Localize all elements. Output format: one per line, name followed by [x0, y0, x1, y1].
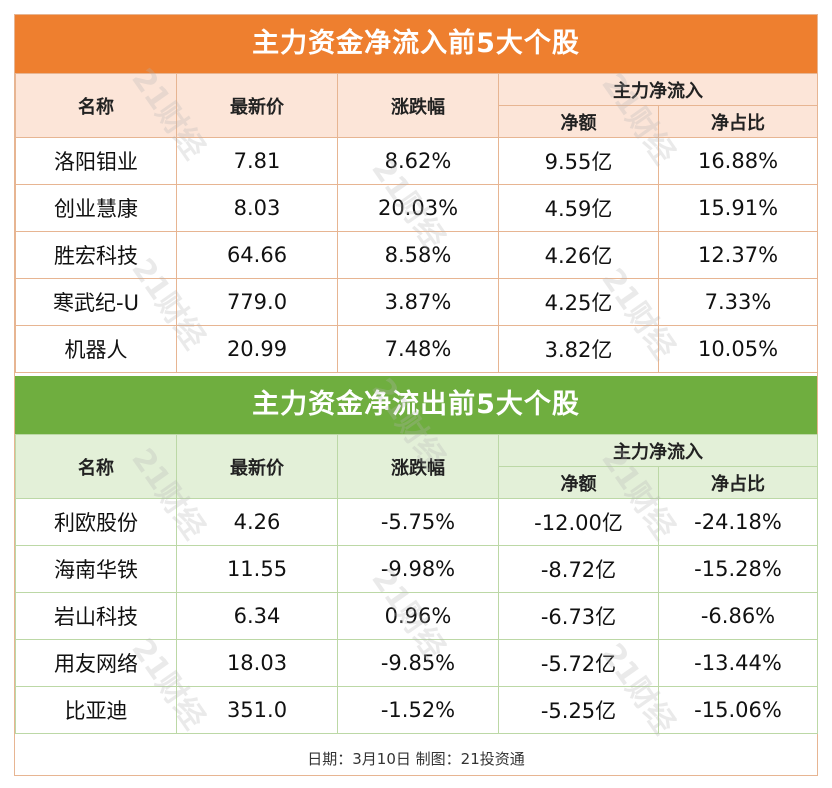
stock-flow-sheet: 主力资金净流入前5大个股 名称 最新价 涨跌幅 主力净流入 净额 净占比 洛阳钼…: [14, 14, 818, 776]
inflow-cell-price: 7.81: [176, 137, 338, 185]
inflow-cell-net: 9.55亿: [498, 137, 659, 185]
outflow-cell-net: -6.73亿: [498, 592, 659, 640]
inflow-cell-name: 洛阳钼业: [15, 137, 177, 185]
inflow-cell-ratio: 16.88%: [658, 137, 818, 185]
inflow-cell-change: 8.62%: [337, 137, 499, 185]
inflow-cell-change: 7.48%: [337, 325, 499, 373]
outflow-cell-net: -8.72亿: [498, 545, 659, 593]
outflow-table-row: 利欧股份 4.26 -5.75% -12.00亿 -24.18%: [15, 498, 818, 546]
inflow-header-ratio: 净占比: [658, 105, 818, 138]
outflow-cell-ratio: -15.06%: [658, 686, 818, 734]
inflow-cell-change: 3.87%: [337, 278, 499, 326]
inflow-cell-name: 创业慧康: [15, 184, 177, 232]
inflow-cell-ratio: 7.33%: [658, 278, 818, 326]
inflow-cell-net: 4.59亿: [498, 184, 659, 232]
outflow-title: 主力资金净流出前5大个股: [15, 376, 817, 434]
footer-caption: 日期：3月10日 制图：21投资通: [307, 750, 525, 768]
outflow-cell-ratio: -13.44%: [658, 639, 818, 687]
inflow-cell-ratio: 10.05%: [658, 325, 818, 373]
outflow-cell-change: -9.98%: [337, 545, 499, 593]
inflow-table: 名称 最新价 涨跌幅 主力净流入 净额 净占比 洛阳钼业 7.81 8.62% 9.5…: [15, 73, 818, 373]
inflow-table-row: 寒武纪-U 779.0 3.87% 4.25亿 7.33%: [15, 278, 818, 326]
outflow-table-body: 利欧股份 4.26 -5.75% -12.00亿 -24.18% 海南华铁 11.55 -9.…: [15, 498, 818, 734]
outflow-table-row: 海南华铁 11.55 -9.98% -8.72亿 -15.28%: [15, 545, 818, 593]
outflow-header-name: 名称: [15, 434, 177, 499]
outflow-cell-net: -12.00亿: [498, 498, 659, 546]
outflow-cell-name: 岩山科技: [15, 592, 177, 640]
inflow-cell-ratio: 15.91%: [658, 184, 818, 232]
inflow-cell-name: 胜宏科技: [15, 231, 177, 279]
outflow-header-ratio: 净占比: [658, 466, 818, 499]
outflow-table-row: 用友网络 18.03 -9.85% -5.72亿 -13.44%: [15, 639, 818, 687]
inflow-header-row: 名称 最新价 涨跌幅 主力净流入: [15, 73, 818, 138]
inflow-cell-change: 8.58%: [337, 231, 499, 279]
inflow-section: 主力资金净流入前5大个股 名称 最新价 涨跌幅 主力净流入 净额 净占比 洛阳钼…: [15, 15, 818, 373]
outflow-section: 主力资金净流出前5大个股 名称 最新价 涨跌幅 主力净流入 净额 净占比 利欧股…: [15, 376, 818, 734]
outflow-cell-price: 18.03: [176, 639, 338, 687]
outflow-cell-net: -5.72亿: [498, 639, 659, 687]
inflow-header-name: 名称: [15, 73, 177, 138]
inflow-cell-price: 8.03: [176, 184, 338, 232]
outflow-cell-name: 用友网络: [15, 639, 177, 687]
inflow-table-row: 机器人 20.99 7.48% 3.82亿 10.05%: [15, 325, 818, 373]
outflow-cell-net: -5.25亿: [498, 686, 659, 734]
inflow-cell-name: 寒武纪-U: [15, 278, 177, 326]
outflow-table-row: 岩山科技 6.34 0.96% -6.73亿 -6.86%: [15, 592, 818, 640]
inflow-table-row: 洛阳钼业 7.81 8.62% 9.55亿 16.88%: [15, 137, 818, 185]
inflow-table-row: 创业慧康 8.03 20.03% 4.59亿 15.91%: [15, 184, 818, 232]
outflow-cell-ratio: -15.28%: [658, 545, 818, 593]
outflow-cell-name: 比亚迪: [15, 686, 177, 734]
outflow-cell-ratio: -24.18%: [658, 498, 818, 546]
outflow-cell-name: 利欧股份: [15, 498, 177, 546]
outflow-header-change: 涨跌幅: [337, 434, 499, 499]
inflow-cell-price: 20.99: [176, 325, 338, 373]
outflow-cell-ratio: -6.86%: [658, 592, 818, 640]
inflow-cell-net: 4.25亿: [498, 278, 659, 326]
outflow-table-row: 比亚迪 351.0 -1.52% -5.25亿 -15.06%: [15, 686, 818, 734]
outflow-cell-price: 11.55: [176, 545, 338, 593]
inflow-title: 主力资金净流入前5大个股: [15, 15, 817, 73]
inflow-header-net: 净额: [498, 105, 659, 138]
inflow-table-row: 胜宏科技 64.66 8.58% 4.26亿 12.37%: [15, 231, 818, 279]
outflow-cell-change: 0.96%: [337, 592, 499, 640]
outflow-cell-change: -5.75%: [337, 498, 499, 546]
inflow-cell-ratio: 12.37%: [658, 231, 818, 279]
outflow-cell-price: 4.26: [176, 498, 338, 546]
outflow-header-net: 净额: [498, 466, 659, 499]
inflow-header-price: 最新价: [176, 73, 338, 138]
outflow-header-price: 最新价: [176, 434, 338, 499]
inflow-cell-price: 779.0: [176, 278, 338, 326]
inflow-header-group: 主力净流入: [498, 73, 818, 106]
inflow-cell-net: 4.26亿: [498, 231, 659, 279]
outflow-cell-change: -9.85%: [337, 639, 499, 687]
outflow-cell-price: 351.0: [176, 686, 338, 734]
inflow-cell-net: 3.82亿: [498, 325, 659, 373]
outflow-cell-price: 6.34: [176, 592, 338, 640]
outflow-cell-change: -1.52%: [337, 686, 499, 734]
inflow-table-body: 洛阳钼业 7.81 8.62% 9.55亿 16.88% 创业慧康 8.03 20.03% 4.…: [15, 137, 818, 373]
inflow-header-change: 涨跌幅: [337, 73, 499, 138]
inflow-cell-change: 20.03%: [337, 184, 499, 232]
outflow-header-group: 主力净流入: [498, 434, 818, 467]
inflow-cell-price: 64.66: [176, 231, 338, 279]
inflow-cell-name: 机器人: [15, 325, 177, 373]
outflow-cell-name: 海南华铁: [15, 545, 177, 593]
outflow-header-row: 名称 最新价 涨跌幅 主力净流入: [15, 434, 818, 499]
outflow-table: 名称 最新价 涨跌幅 主力净流入 净额 净占比 利欧股份 4.26 -5.75% -1…: [15, 434, 818, 734]
